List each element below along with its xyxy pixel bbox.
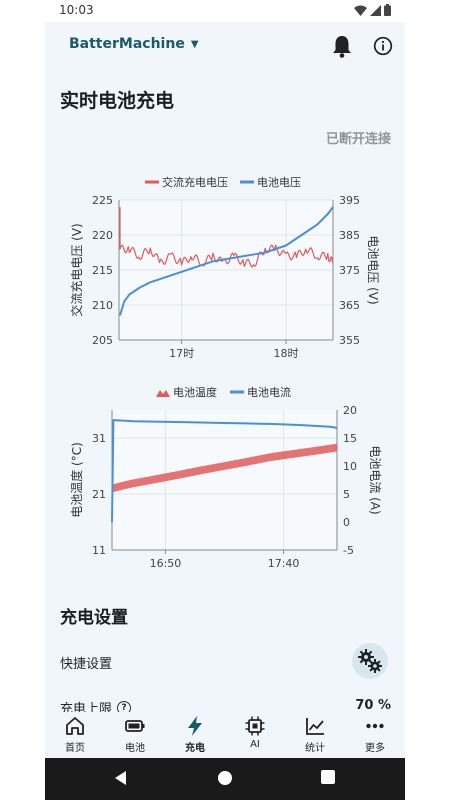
x-tick-label: 16:50 <box>150 557 182 570</box>
back-icon[interactable] <box>113 770 129 786</box>
battery-icon <box>125 720 145 732</box>
chart2-ylabel-left: 电池温度 (°C) <box>69 442 84 518</box>
x-tick-label: 18时 <box>274 347 299 360</box>
y-tick-left: 220 <box>92 229 113 242</box>
y-tick-right: 15 <box>343 432 357 445</box>
voltage-chart: 交流充电电压 电池电压 205 210 215 220 225 355 365 375 385 3… <box>69 175 380 360</box>
bell-icon[interactable] <box>331 34 353 58</box>
signal-icon <box>370 4 381 16</box>
y-tick-right: 365 <box>339 299 360 312</box>
y-tick-right: 385 <box>339 229 360 242</box>
nav-label-ai: AI <box>250 739 260 750</box>
nav-label-charge: 充电 <box>185 743 205 754</box>
gears-icon <box>358 649 382 673</box>
chart1-plot <box>119 206 334 316</box>
home-circle-icon[interactable] <box>217 770 233 786</box>
chart1-grid <box>118 199 334 341</box>
status-bar: 10:03 <box>45 0 405 22</box>
chart2-legend: 电池温度 电池电流 <box>156 385 291 399</box>
app-screen: 10:03 BatterMachine ▼ 实时电池充电 已断开连接 交流充电电… <box>45 0 405 800</box>
recents-icon[interactable] <box>321 770 335 784</box>
caret-down-icon: ▼ <box>190 38 199 50</box>
nav-item-battery[interactable]: 电池 <box>105 712 165 758</box>
series-line-1 <box>119 206 334 316</box>
nav-item-stats[interactable]: 统计 <box>285 712 345 758</box>
nav-item-more[interactable]: 更多 <box>345 712 405 758</box>
y-tick-left: 11 <box>92 544 106 557</box>
chart2-ylabel-right: 电池电流 (A) <box>368 445 382 514</box>
y-tick-right: 375 <box>339 264 360 277</box>
series-line-0 <box>119 207 334 268</box>
app-selector[interactable]: BatterMachine ▼ <box>69 36 199 52</box>
legend-ac-voltage: 交流充电电压 <box>162 175 228 189</box>
series-band-0 <box>112 443 337 493</box>
stats-icon <box>306 718 324 735</box>
x-tick-label: 17:40 <box>268 557 300 570</box>
bolt-icon <box>188 716 202 736</box>
connection-status: 已断开连接 <box>325 132 391 147</box>
info-icon[interactable] <box>373 36 393 56</box>
bottom-navigation: 首页 电池 充电 AI 统计 更多 <box>45 712 405 758</box>
page-title: 实时电池充电 <box>60 90 175 112</box>
series-line-1 <box>111 419 338 523</box>
chart2-ticks: 11 21 31 -5 0 5 10 15 20 16:50 17:40 <box>92 404 357 570</box>
y-tick-right: 355 <box>339 334 360 347</box>
chip-icon <box>245 716 265 736</box>
chart2-plot <box>111 419 338 523</box>
y-tick-right: -5 <box>343 544 354 557</box>
y-tick-right: 395 <box>339 194 360 207</box>
nav-label-more: 更多 <box>365 743 385 754</box>
charge-settings-title: 充电设置 <box>60 608 128 628</box>
y-tick-left: 205 <box>92 334 113 347</box>
legend-current: 电池电流 <box>247 385 291 399</box>
x-tick-label: 17时 <box>169 347 194 360</box>
wifi-icon <box>354 5 367 16</box>
status-icons <box>354 4 391 16</box>
status-time: 10:03 <box>59 3 94 17</box>
quick-settings-label: 快捷设置 <box>60 657 113 672</box>
y-tick-right: 5 <box>343 488 350 501</box>
nav-label-home: 首页 <box>65 743 85 754</box>
chart1-ticks: 205 210 215 220 225 355 365 375 385 395 17时 18时 <box>92 194 360 360</box>
legend-swatch-temperature <box>156 390 170 397</box>
battery-status-icon <box>384 4 391 16</box>
app-title: BatterMachine <box>69 36 185 52</box>
app-bar: BatterMachine ▼ <box>45 22 405 70</box>
nav-item-home[interactable]: 首页 <box>45 712 105 758</box>
chart1-ylabel-right: 电池电压 (V) <box>366 235 380 304</box>
chart1-legend: 交流充电电压 电池电压 <box>145 175 301 189</box>
y-tick-right: 0 <box>343 516 350 529</box>
nav-item-ai[interactable]: AI <box>225 712 285 758</box>
y-tick-left: 21 <box>92 488 106 501</box>
legend-temperature: 电池温度 <box>173 385 217 399</box>
y-tick-left: 215 <box>92 264 113 277</box>
nav-label-battery: 电池 <box>125 743 145 754</box>
quick-settings-button[interactable] <box>352 643 388 679</box>
y-tick-left: 210 <box>92 299 113 312</box>
y-tick-left: 225 <box>92 194 113 207</box>
temperature-current-chart: 电池温度 电池电流 11 21 31 -5 0 5 10 15 20 16:50 17:40 电池温… <box>69 385 382 570</box>
charge-limit-value: 70 % <box>355 698 391 713</box>
more-icon <box>366 723 384 729</box>
chart1-ylabel-left: 交流充电电压 (V) <box>69 223 84 316</box>
y-tick-right: 10 <box>343 460 357 473</box>
nav-label-stats: 统计 <box>305 743 325 754</box>
y-tick-right: 20 <box>343 404 357 417</box>
nav-item-charge[interactable]: 充电 <box>165 712 225 758</box>
legend-battery-voltage: 电池电压 <box>257 176 301 189</box>
y-tick-left: 31 <box>92 432 106 445</box>
system-navigation-bar <box>45 758 405 800</box>
home-icon <box>66 717 84 735</box>
